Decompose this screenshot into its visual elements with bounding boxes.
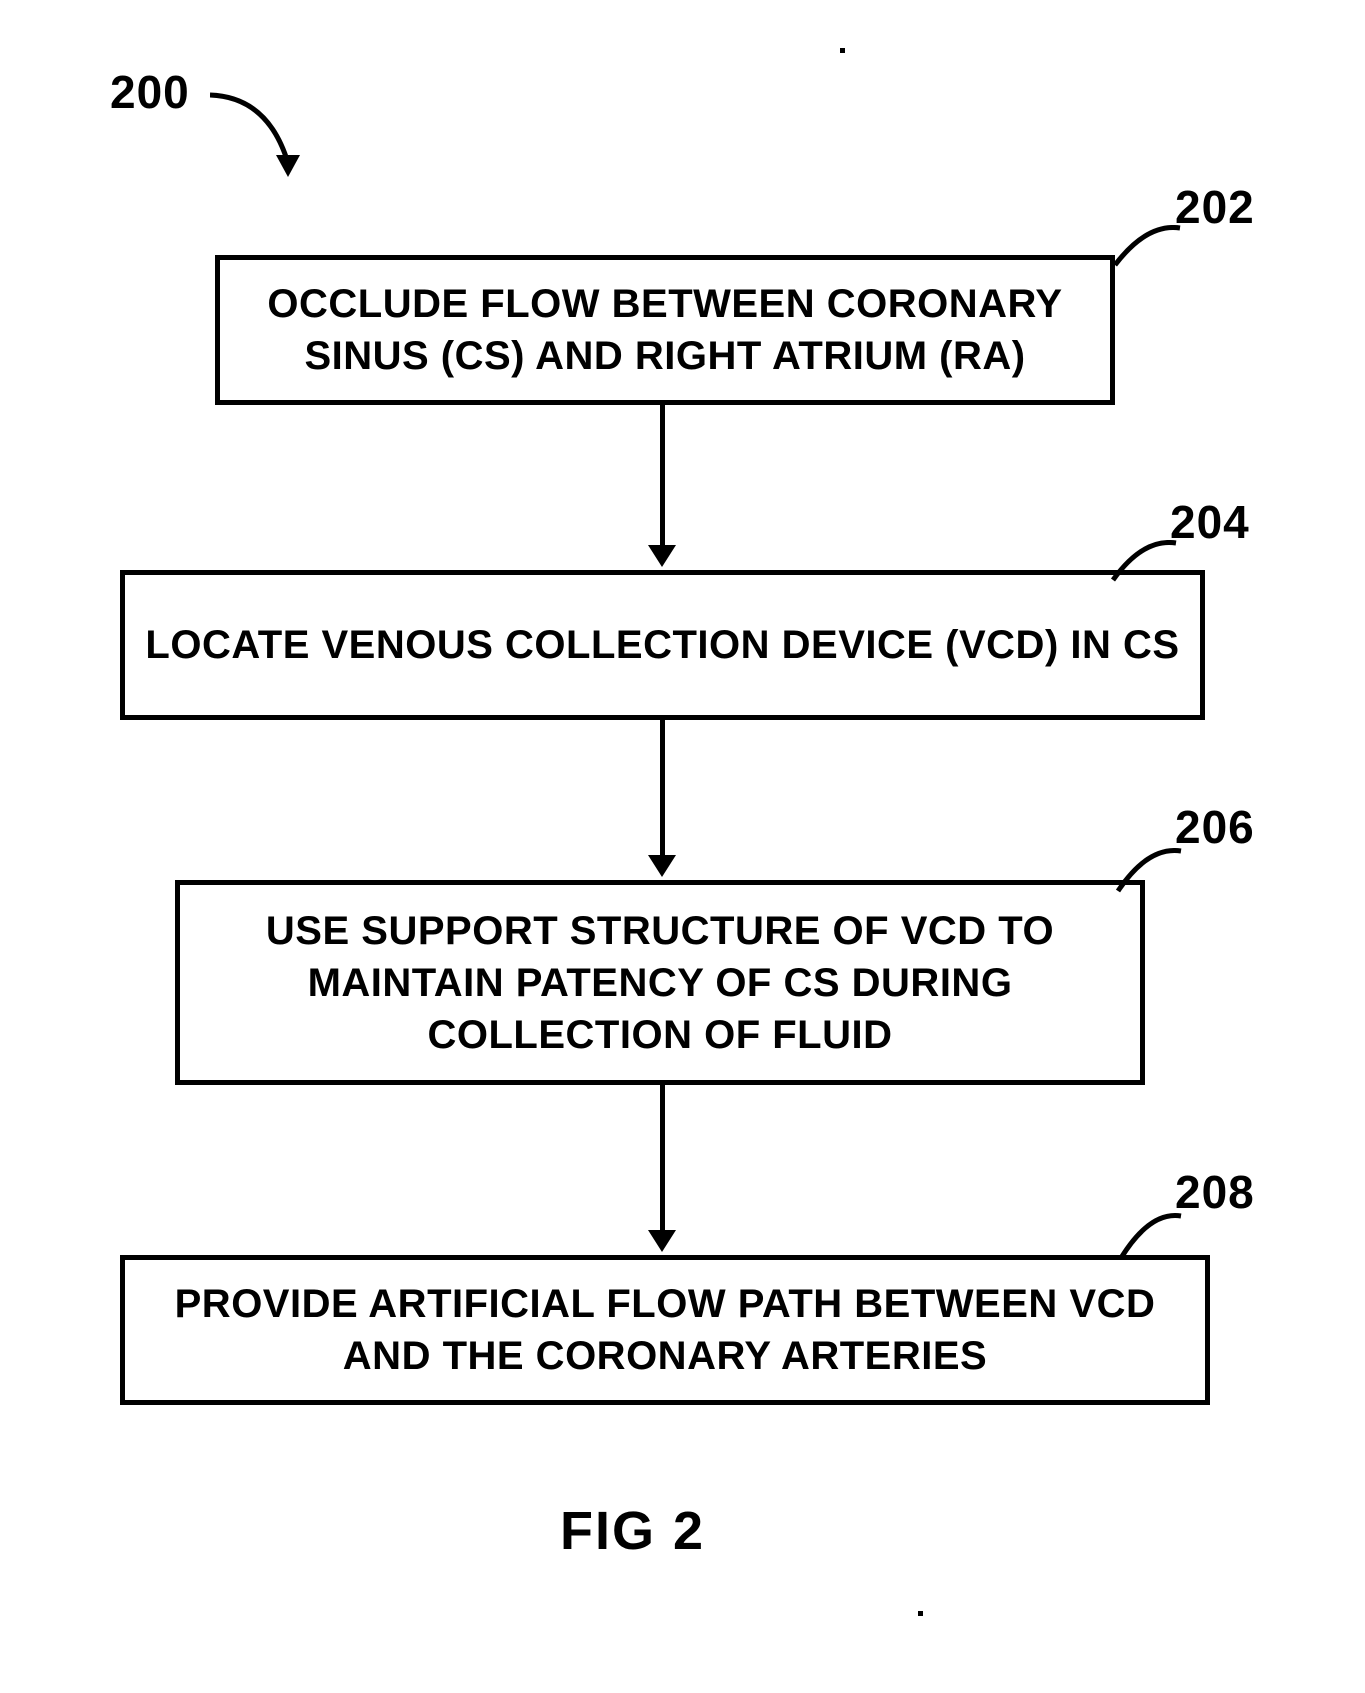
step-box-202: OCCLUDE FLOW BETWEEN CORONARY SINUS (CS)… bbox=[215, 255, 1115, 405]
ref-label-208: 208 bbox=[1175, 1165, 1255, 1219]
step-box-208: PROVIDE ARTIFICIAL FLOW PATH BETWEEN VCD… bbox=[120, 1255, 1210, 1405]
arrow-head bbox=[648, 1230, 676, 1252]
arrow-head bbox=[648, 545, 676, 567]
ref-curve-206 bbox=[1115, 848, 1183, 896]
step-text: PROVIDE ARTIFICIAL FLOW PATH BETWEEN VCD… bbox=[133, 1278, 1197, 1382]
ref-200-label: 200 bbox=[110, 65, 190, 119]
artifact-dot bbox=[918, 1611, 923, 1616]
flowchart-container: 200 OCCLUDE FLOW BETWEEN CORONARY SINUS … bbox=[0, 0, 1365, 1693]
ref-200-arrow bbox=[210, 85, 320, 190]
connector-line bbox=[660, 405, 665, 545]
figure-caption: FIG 2 bbox=[560, 1500, 705, 1562]
ref-label-204: 204 bbox=[1170, 495, 1250, 549]
artifact-dot bbox=[840, 48, 845, 53]
ref-curve-208 bbox=[1118, 1213, 1183, 1263]
ref-curve-204 bbox=[1110, 540, 1178, 585]
connector-line bbox=[660, 720, 665, 855]
step-text: OCCLUDE FLOW BETWEEN CORONARY SINUS (CS)… bbox=[228, 278, 1102, 382]
step-box-206: USE SUPPORT STRUCTURE OF VCD TO MAINTAIN… bbox=[175, 880, 1145, 1085]
step-text: LOCATE VENOUS COLLECTION DEVICE (VCD) IN… bbox=[145, 619, 1179, 671]
step-text: USE SUPPORT STRUCTURE OF VCD TO MAINTAIN… bbox=[188, 905, 1132, 1061]
ref-label-206: 206 bbox=[1175, 800, 1255, 854]
ref-curve-202 bbox=[1112, 225, 1182, 270]
arrow-head bbox=[648, 855, 676, 877]
connector-line bbox=[660, 1085, 665, 1230]
step-box-204: LOCATE VENOUS COLLECTION DEVICE (VCD) IN… bbox=[120, 570, 1205, 720]
ref-label-202: 202 bbox=[1175, 180, 1255, 234]
